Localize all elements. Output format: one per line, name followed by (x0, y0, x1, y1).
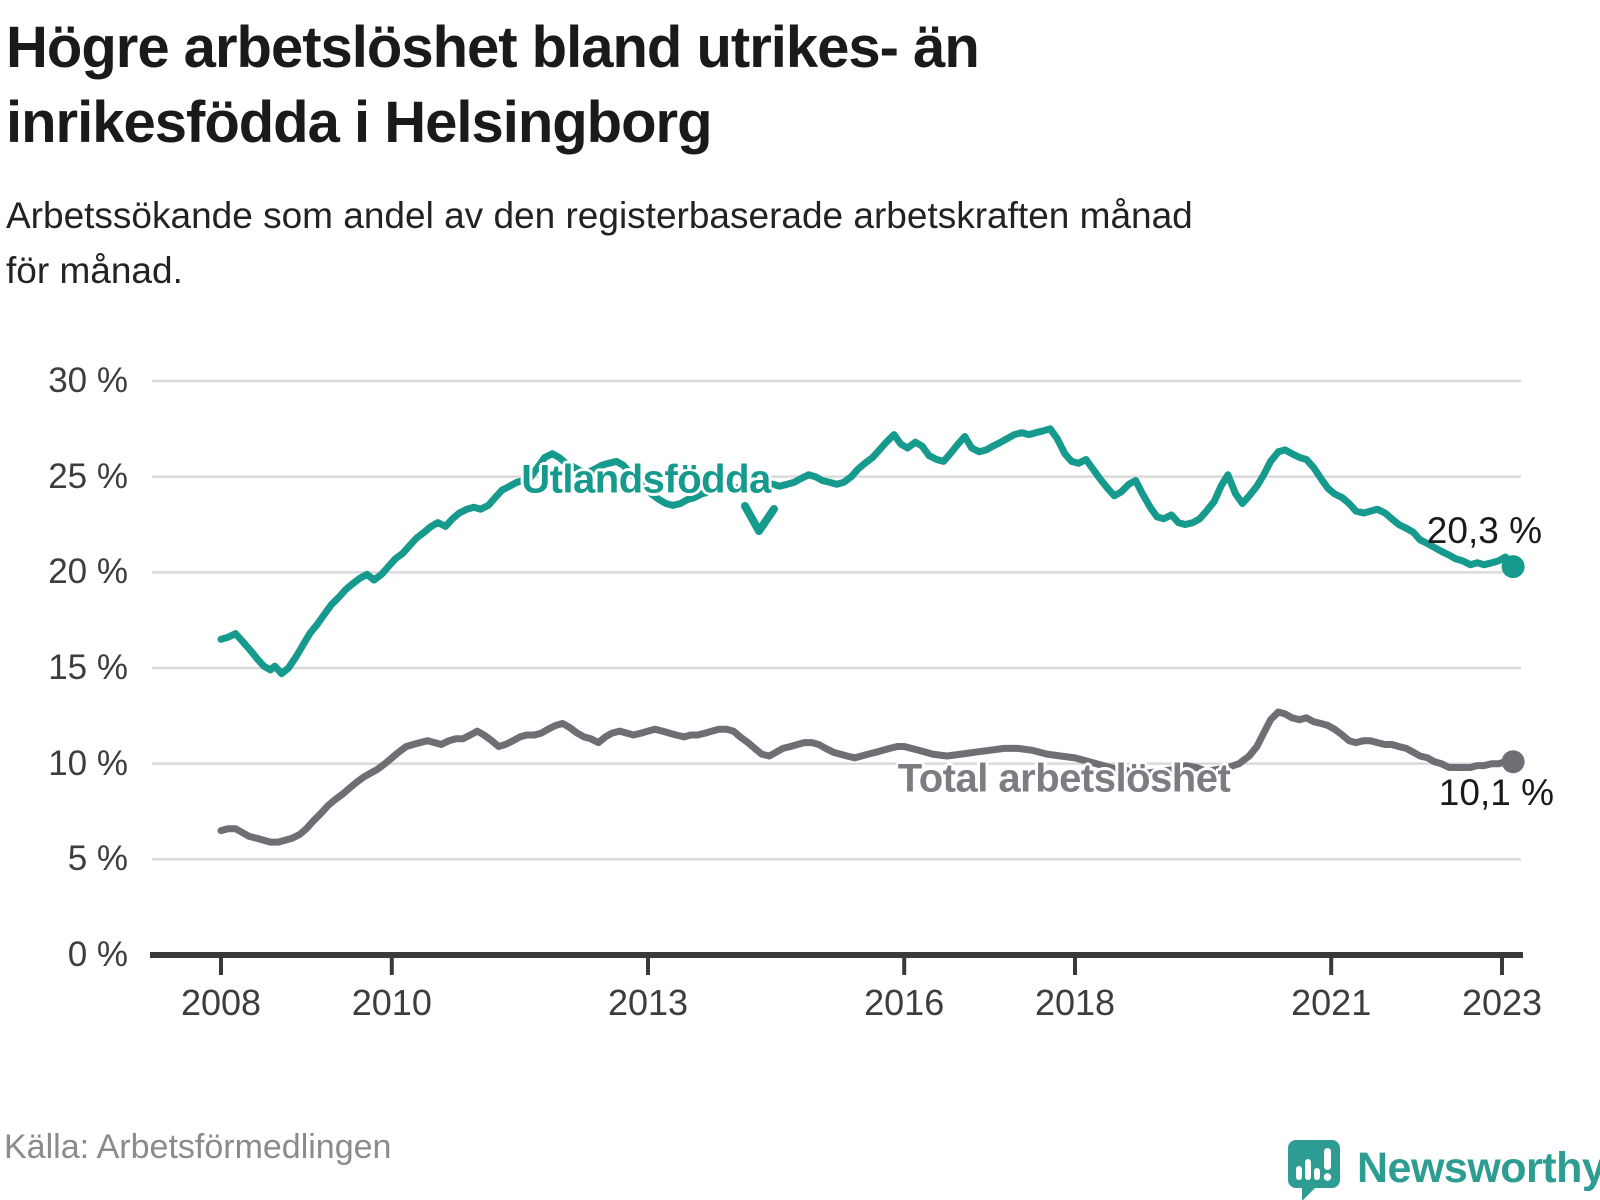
line-total (217, 708, 1517, 846)
x-axis-label-2023: 2023 (1461, 982, 1543, 1023)
subtitle-line-1: Arbetssökande som andel av den registerb… (6, 195, 1193, 236)
end-value-total: 10,1 % (1438, 772, 1554, 813)
x-axis-label-2016: 2016 (864, 982, 945, 1023)
page-title: Högre arbetslöshet bland utrikes- än inr… (6, 10, 1406, 160)
y-axis-label-5: 5 % (67, 839, 128, 879)
y-axis-label-0: 0 % (67, 935, 128, 974)
y-axis-label-10: 10 % (48, 743, 128, 783)
x-axis-label-2008: 2008 (180, 982, 262, 1023)
series-label-total-arbetsloshet: Total arbetslöshet (897, 756, 1231, 801)
series-end-dots (1501, 555, 1525, 774)
exclamation-icon (1324, 1148, 1331, 1170)
gridlines (152, 379, 1521, 861)
x-axis-label-2021: 2021 (1291, 982, 1372, 1023)
end-value-utlandsfodda: 20,3 % (1426, 510, 1542, 551)
y-axis-label-15: 15 % (48, 648, 128, 687)
label-pointer-arrow (741, 502, 778, 535)
y-axis-label-20: 20 % (48, 552, 128, 592)
series-lines (217, 425, 1517, 846)
x-axis-label-2010: 2010 (351, 982, 432, 1023)
newsworthy-wordmark: Newsworthy (1357, 1144, 1600, 1192)
y-axis-label-30: 30 % (48, 361, 128, 400)
line-utlandsfodda (217, 425, 1517, 678)
series-label-utlandsfodda: Utlandsfödda (521, 457, 771, 502)
newsworthy-logo-icon (1288, 1140, 1340, 1200)
x-axis-label-2013: 2013 (607, 982, 689, 1023)
x-axis (150, 952, 1523, 975)
source-note: Källa: Arbetsförmedlingen (4, 1128, 392, 1166)
x-axis-label-2018: 2018 (1034, 982, 1116, 1023)
title-line-2: inrikesfödda i Helsingborg (6, 90, 713, 155)
end-dot-total (1501, 750, 1525, 774)
y-axis-label-25: 25 % (48, 456, 128, 496)
end-dot-utlandsfodda (1501, 555, 1525, 579)
chart-subtitle: Arbetssökande som andel av den registerb… (6, 188, 1546, 298)
title-line-1: Högre arbetslöshet bland utrikes- än (6, 15, 980, 80)
subtitle-line-2: för månad. (6, 250, 183, 291)
